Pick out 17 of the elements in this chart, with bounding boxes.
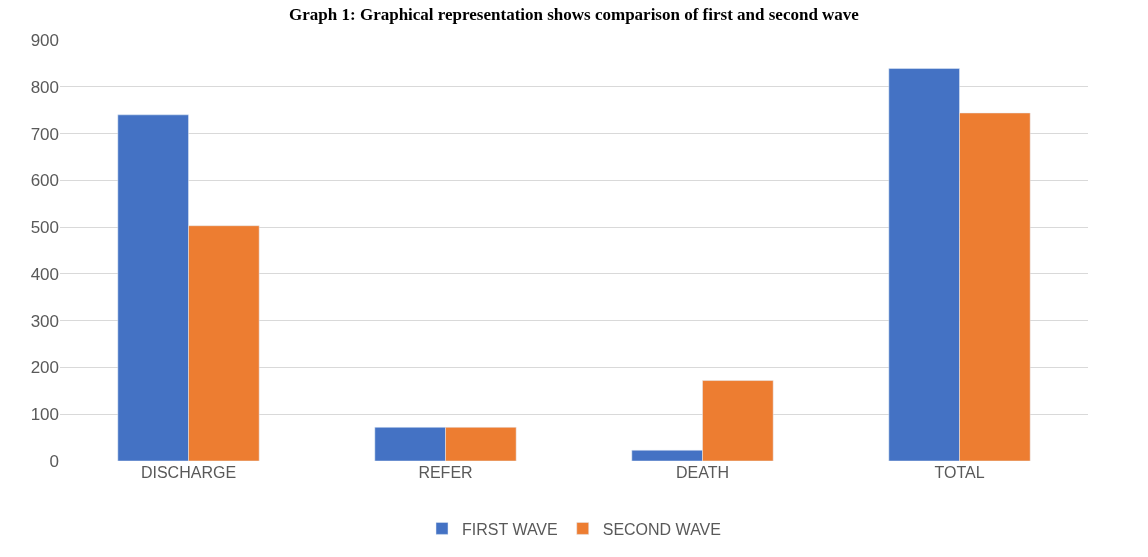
legend-label: FIRST WAVE: [462, 520, 558, 538]
x-tick-label: DISCHARGE: [140, 464, 237, 481]
y-tick-label: 600: [30, 171, 59, 191]
y-tick-label: 700: [30, 124, 59, 144]
y-tick-label: 0: [49, 451, 59, 471]
chart-title: Graph 1: Graphical representation shows comparison of first and second wave: [289, 5, 860, 25]
y-tick-label: 500: [30, 218, 59, 238]
y-tick-label: 800: [30, 77, 59, 97]
x-tick-label: DEATH: [675, 464, 730, 481]
y-tick-label: 200: [30, 358, 59, 378]
y-tick-label: 100: [30, 405, 59, 425]
legend-label: SECOND WAVE: [602, 520, 721, 538]
x-tick-label: REFER: [418, 464, 473, 481]
y-tick-label: 300: [30, 311, 59, 331]
y-tick-label: 900: [30, 30, 59, 50]
y-tick-label: 400: [30, 264, 59, 284]
x-tick-label: TOTAL: [934, 464, 985, 481]
